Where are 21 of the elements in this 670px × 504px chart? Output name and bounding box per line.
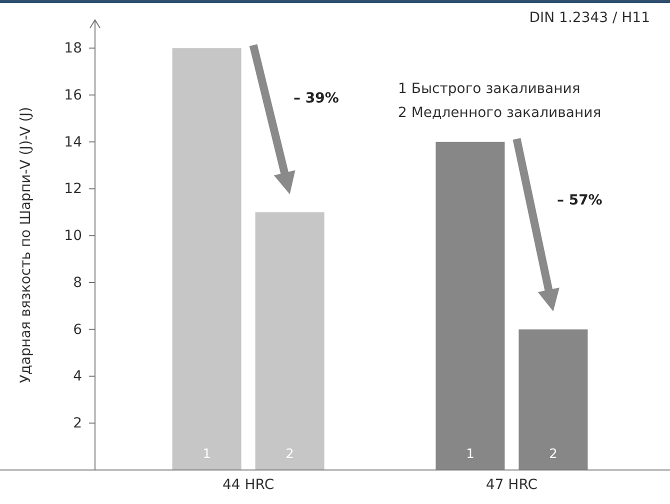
x-tick-label: 44 HRC — [222, 477, 274, 493]
y-tick-label: 2 — [73, 416, 82, 432]
series-label: 1 — [202, 447, 211, 462]
y-tick-label: 16 — [64, 87, 82, 104]
y-tick-label: 18 — [64, 40, 82, 57]
y-axis-title: Ударная вязкость по Шарпи-V (J)-V (J) — [18, 106, 34, 384]
chart-title: DIN 1.2343 / H11 — [529, 10, 650, 26]
y-tick-label: 14 — [64, 134, 82, 150]
y-tick-label: 12 — [64, 181, 82, 198]
y-tick-label: 10 — [64, 228, 82, 244]
series-label: 2 — [286, 447, 294, 462]
y-tick-label: 8 — [73, 274, 82, 291]
y-tick-label: 4 — [73, 368, 82, 385]
x-tick-label: 47 HRC — [486, 477, 538, 493]
annotation: 2 Медленного закаливания — [398, 105, 602, 121]
annotation: 1 Быстрого закаливания — [398, 81, 580, 97]
annotation: – 39% — [294, 90, 339, 106]
annotation: – 57% — [556, 192, 602, 208]
text: 1 — [466, 447, 474, 462]
y-tick-label: 6 — [73, 322, 82, 338]
text: 2 — [549, 447, 558, 462]
